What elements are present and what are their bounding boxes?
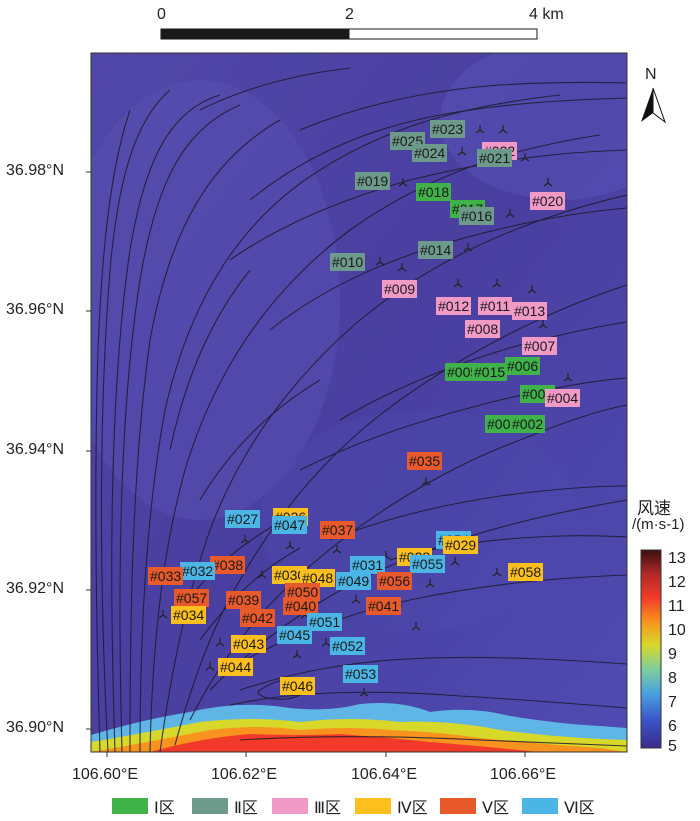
scale-tick-0: 0 — [157, 6, 166, 23]
turbine-label: #057 — [174, 589, 210, 607]
turbine-label: #044 — [218, 658, 254, 676]
legend-label: Ⅵ区 — [564, 800, 595, 817]
turbine-label: #050 — [285, 583, 321, 601]
wind-speed-field — [91, 53, 627, 752]
turbine-label: #046 — [280, 677, 316, 695]
turbine-label: #040 — [283, 597, 319, 615]
north-arrow-icon — [641, 87, 667, 124]
turbine-label: #029 — [443, 536, 479, 554]
turbine-label: #027 — [225, 510, 261, 528]
colorbar — [640, 549, 662, 749]
turbine-label: #023 — [430, 120, 466, 138]
colorbar-tick-13: 13 — [668, 550, 686, 567]
turbine-label: #037 — [320, 521, 356, 539]
legend-swatch — [192, 798, 228, 814]
turbine-label: #042 — [240, 609, 276, 627]
colorbar-tick-5: 5 — [668, 738, 677, 755]
legend-label: Ⅱ区 — [234, 800, 258, 817]
x-label-1: 106.62°E — [211, 766, 278, 783]
turbine-label: #011 — [478, 297, 513, 315]
turbine-label: #030 — [272, 566, 308, 584]
legend-swatch — [272, 798, 308, 814]
legend-label: Ⅴ区 — [482, 800, 509, 817]
y-label-0: 36.98°N — [6, 162, 64, 179]
scale-bar — [160, 28, 538, 40]
turbine-label: #007 — [522, 337, 558, 355]
turbine-label: #016 — [459, 207, 495, 225]
legend-item: Ⅳ区 — [355, 794, 428, 818]
turbine-label: #006 — [505, 357, 541, 375]
turbine-label: #041 — [366, 597, 402, 615]
y-label-2: 36.94°N — [6, 441, 64, 458]
turbine-label: #051 — [307, 613, 343, 631]
turbine-label: #033 — [148, 567, 184, 585]
legend-item: Ⅴ区 — [440, 794, 509, 818]
turbine-label: #035 — [407, 452, 443, 470]
turbine-label: #031 — [350, 556, 386, 574]
legend-item: Ⅰ区 — [112, 794, 175, 818]
turbine-label: #019 — [355, 172, 391, 190]
legend-label: Ⅰ区 — [154, 800, 175, 817]
turbine-label: #021 — [477, 149, 513, 167]
turbine-label: #045 — [277, 626, 313, 644]
legend-label: Ⅲ区 — [314, 800, 342, 817]
turbine-label: #018 — [416, 183, 452, 201]
turbine-label: #055 — [410, 555, 446, 573]
turbine-label: #014 — [418, 241, 454, 259]
y-label-1: 36.96°N — [6, 301, 64, 318]
turbine-label: #009 — [382, 280, 418, 298]
turbine-label: #013 — [512, 302, 548, 320]
turbine-label: #015 — [472, 363, 508, 381]
turbine-label: #056 — [377, 572, 413, 590]
legend-swatch — [440, 798, 476, 814]
legend-item: Ⅲ区 — [272, 794, 341, 818]
colorbar-tick-7: 7 — [668, 694, 677, 711]
turbine-label: #034 — [171, 606, 207, 624]
legend-label: Ⅳ区 — [397, 800, 428, 817]
colorbar-tick-6: 6 — [668, 718, 677, 735]
turbine-label: #058 — [508, 563, 544, 581]
scale-tick-2: 4 km — [529, 6, 564, 23]
plot-frame — [90, 52, 628, 753]
turbine-label: #048 — [300, 569, 336, 587]
turbine-label: #005 — [445, 363, 481, 381]
turbine-label: #004 — [545, 389, 581, 407]
colorbar-tick-12: 12 — [668, 574, 686, 591]
legend-swatch — [355, 798, 391, 814]
scale-tick-1: 2 — [345, 6, 354, 23]
turbine-label: #008 — [465, 320, 501, 338]
colorbar-tick-11: 11 — [668, 598, 685, 615]
turbine-label: #052 — [330, 637, 366, 655]
turbine-label: #032 — [180, 562, 216, 580]
colorbar-tick-10: 10 — [668, 622, 686, 639]
legend-item: Ⅱ区 — [192, 794, 258, 818]
axis-ticks — [86, 171, 526, 757]
x-label-2: 106.64°E — [351, 766, 418, 783]
turbine-label: #053 — [343, 665, 379, 683]
x-label-3: 106.66°E — [490, 766, 557, 783]
colorbar-title: 风速 — [637, 499, 671, 518]
turbine-label: #049 — [336, 572, 372, 590]
turbine-label: #002 — [510, 415, 546, 433]
x-label-0: 106.60°E — [72, 766, 139, 783]
colorbar-unit: /(m·s-1) — [632, 516, 685, 533]
turbine-label: #012 — [436, 297, 472, 315]
legend-swatch — [112, 798, 148, 814]
colorbar-tick-9: 9 — [668, 646, 677, 663]
y-label-3: 36.92°N — [6, 580, 64, 597]
colorbar-tick-8: 8 — [668, 670, 677, 687]
turbine-label: #038 — [210, 556, 246, 574]
north-label: N — [645, 66, 657, 83]
turbine-label: #043 — [231, 635, 267, 653]
turbine-label: #047 — [272, 516, 308, 534]
turbine-label: #010 — [330, 253, 366, 271]
legend-item: Ⅵ区 — [522, 794, 595, 818]
y-label-4: 36.90°N — [6, 719, 64, 736]
legend-swatch — [522, 798, 558, 814]
turbine-label: #020 — [530, 192, 566, 210]
turbine-label: #039 — [226, 591, 262, 609]
turbine-label: #024 — [412, 144, 448, 162]
